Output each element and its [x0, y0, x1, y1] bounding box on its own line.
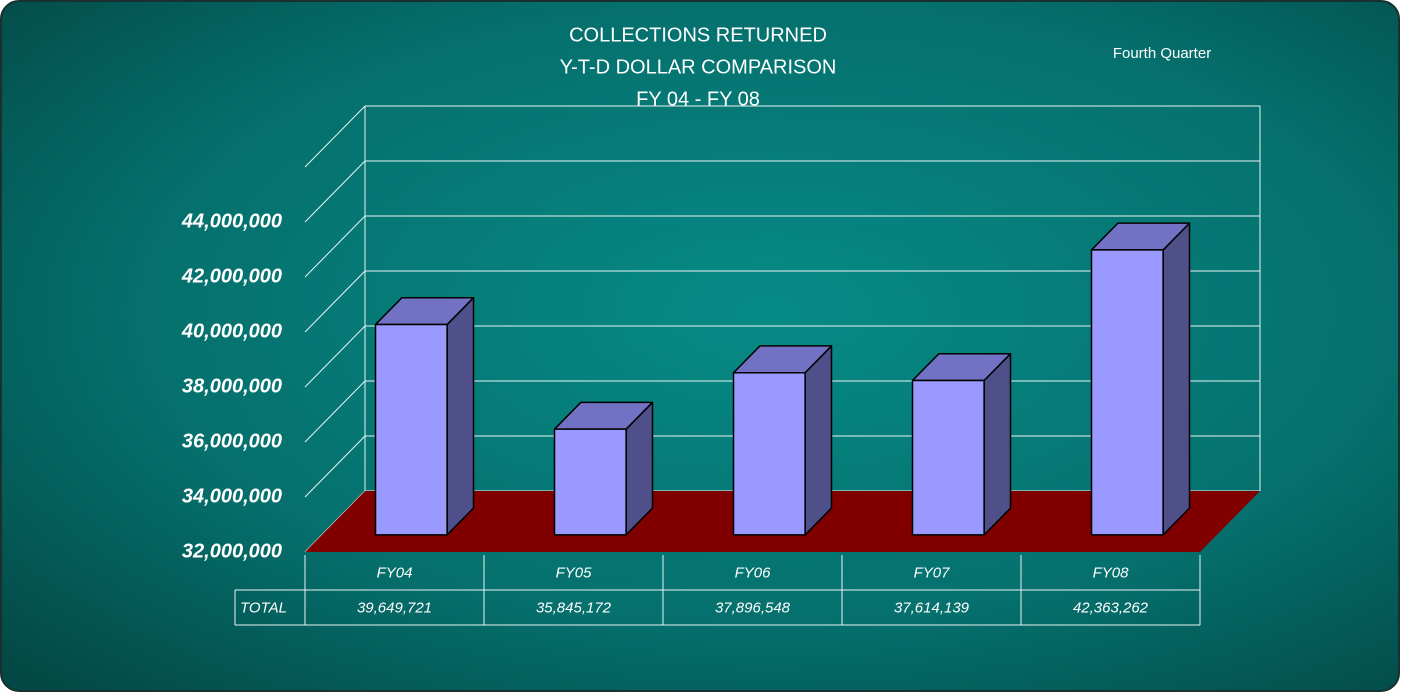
x-tick-label: FY06 — [735, 564, 772, 581]
table-value: 39,649,721 — [357, 599, 432, 616]
y-tick-label: 42,000,000 — [181, 265, 282, 287]
grid-line — [304, 215, 366, 278]
y-tick-label: 44,000,000 — [181, 210, 282, 232]
title-line: COLLECTIONS RETURNED — [569, 24, 827, 46]
table-row-label: TOTAL — [240, 599, 287, 616]
bar — [732, 372, 806, 536]
y-tick-label: 38,000,000 — [182, 375, 282, 397]
table-value: 37,614,139 — [894, 599, 970, 616]
grid-line — [304, 380, 366, 443]
bar-side — [804, 345, 833, 536]
grid-line — [304, 270, 366, 333]
bar-side — [983, 352, 1012, 536]
x-tick-label: FY07 — [914, 564, 951, 581]
bar-side — [446, 296, 475, 536]
bar — [374, 323, 448, 536]
title-line: FY 04 - FY 08 — [636, 88, 760, 110]
bar-side — [1162, 222, 1191, 536]
x-tick-label: FY08 — [1093, 564, 1130, 581]
bar — [553, 428, 627, 536]
subtitle: Fourth Quarter — [1113, 45, 1211, 62]
y-tick-label: 36,000,000 — [182, 430, 282, 452]
bar — [911, 379, 985, 536]
wall-edge — [304, 105, 366, 168]
grid-line — [304, 325, 366, 388]
table-value: 42,363,262 — [1073, 599, 1149, 616]
bar — [1090, 249, 1164, 536]
title-line: Y-T-D DOLLAR COMPARISON — [560, 56, 837, 78]
grid-line — [304, 160, 366, 223]
table-value: 37,896,548 — [715, 599, 791, 616]
x-tick-label: FY05 — [556, 564, 593, 581]
y-tick-label: 32,000,000 — [182, 540, 282, 562]
grid-line — [304, 435, 366, 498]
y-tick-label: 40,000,000 — [181, 320, 282, 342]
x-tick-label: FY04 — [377, 564, 413, 581]
table-value: 35,845,172 — [536, 599, 612, 616]
y-tick-label: 34,000,000 — [182, 485, 282, 507]
